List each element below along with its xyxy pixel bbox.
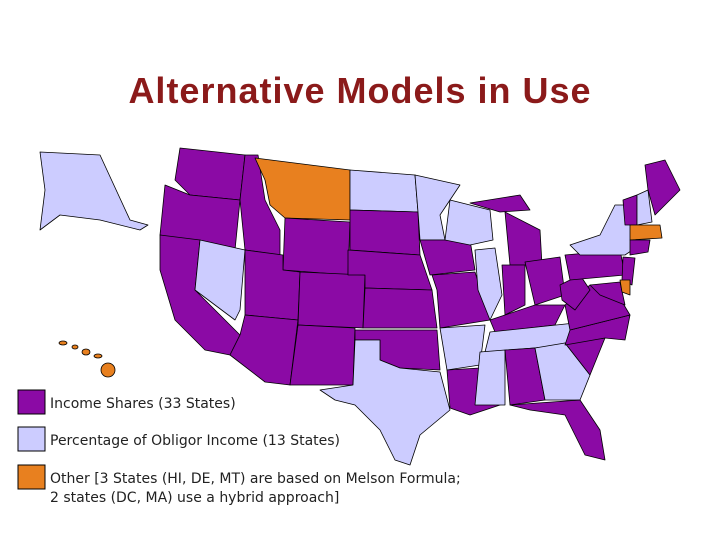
state: [509, 399, 606, 461]
state: [629, 224, 663, 241]
state: [362, 287, 438, 329]
state: [431, 271, 491, 329]
state: [444, 199, 494, 246]
state: [39, 151, 149, 231]
state: [419, 239, 476, 276]
state: [81, 348, 91, 356]
state: [589, 281, 626, 306]
legend: Income Shares (33 States) Percentage of O…: [17, 389, 461, 506]
state: [289, 324, 356, 386]
legend-swatch: [17, 464, 46, 490]
state: [174, 147, 246, 201]
legend-label: Other [3 States (HI, DE, MT) are based o…: [50, 471, 461, 487]
state: [229, 314, 299, 386]
us-map: [39, 147, 681, 466]
state: [93, 353, 103, 359]
state: [71, 344, 79, 350]
state: [636, 189, 653, 226]
title: Alternative Models in Use: [128, 70, 592, 111]
state: [524, 256, 566, 306]
legend-swatch: [17, 426, 46, 452]
state: [58, 340, 68, 346]
state: [100, 362, 116, 378]
state: [501, 264, 526, 316]
state: [282, 217, 351, 276]
state: [619, 279, 631, 296]
state: [629, 239, 651, 256]
state: [194, 239, 246, 321]
state: [469, 194, 531, 213]
state: [349, 169, 419, 213]
state: [534, 342, 591, 401]
legend-label: Percentage of Obligor Income (13 States): [50, 433, 340, 449]
legend-label: 2 states (DC, MA) use a hybrid approach]: [50, 490, 339, 506]
state: [504, 211, 543, 266]
state: [644, 159, 681, 216]
state: [297, 271, 366, 329]
state: [621, 256, 636, 286]
state: [319, 339, 451, 466]
legend-swatch: [17, 389, 46, 415]
state: [474, 349, 506, 406]
state: [474, 247, 503, 321]
state: [439, 324, 486, 371]
state: [159, 184, 241, 251]
state: [622, 194, 638, 226]
legend-label: Income Shares (33 States): [50, 396, 236, 412]
state: [349, 209, 421, 256]
